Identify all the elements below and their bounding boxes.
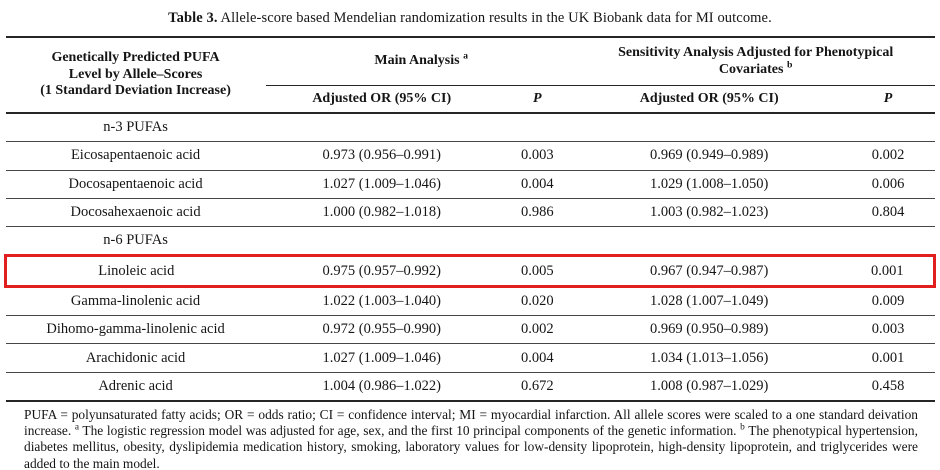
table-header: Genetically Predicted PUFA Level by Allel…	[5, 37, 935, 114]
footnote-text: The phenotypical hypertension, diabetes …	[24, 423, 918, 470]
footnote-marker: b	[740, 422, 745, 433]
column-header-pufa-level: Genetically Predicted PUFA Level by Allel…	[5, 37, 266, 114]
footnote-text: PUFA = polyunsaturated fatty acids; OR =…	[24, 406, 918, 439]
column-header-p-sensitivity: P	[841, 85, 935, 114]
p-sens-cell	[842, 113, 935, 142]
section-row: n-3 PUFAs	[6, 113, 935, 142]
p-main-cell: 0.672	[497, 371, 577, 401]
column-group-main-analysis: Main Analysis a	[265, 37, 577, 86]
or-main-cell: 1.004 (0.986–1.022)	[265, 371, 498, 401]
or-sens-cell: 0.969 (0.950–0.989)	[576, 315, 842, 344]
p-main-cell	[498, 113, 577, 142]
stub-header-line: Genetically Predicted PUFA	[51, 50, 220, 66]
p-sens-cell: 0.003	[841, 315, 935, 344]
pufa-name-cell: Linoleic acid	[3, 254, 266, 288]
table-footnote: PUFA = polyunsaturated fatty acids; OR =…	[24, 407, 918, 470]
table-caption-text: Allele-score based Mendelian randomizati…	[220, 10, 772, 26]
footnote-marker: a	[463, 50, 469, 62]
p-sens-cell: 0.804	[841, 197, 935, 227]
or-sens-cell: 1.034 (1.013–1.056)	[576, 343, 842, 373]
p-main-cell: 0.003	[497, 141, 577, 171]
or-sens-cell: 1.003 (0.982–1.023)	[576, 197, 842, 227]
table-caption-number: Table 3.	[168, 10, 218, 26]
footnote-marker: b	[786, 58, 793, 70]
p-main-cell: 0.020	[497, 285, 577, 316]
pufa-name-cell: n-3 PUFAs	[103, 119, 168, 136]
or-main-cell: 0.972 (0.955–0.990)	[265, 315, 498, 344]
pufa-name-cell: n-6 PUFAs	[5, 226, 266, 256]
section-row: n-6 PUFAs	[5, 226, 935, 256]
p-main-cell	[497, 226, 577, 256]
sub-header-row: Adjusted OR (95% CI) P Adjusted OR (95% …	[6, 85, 935, 114]
or-main-cell: 1.022 (1.003–1.040)	[265, 285, 498, 316]
p-main-cell: 0.005	[497, 254, 577, 288]
pufa-name-cell: Gamma-linolenic acid	[5, 285, 266, 316]
or-main-cell	[266, 113, 498, 142]
group-header-row: Genetically Predicted PUFA Level by Allel…	[5, 37, 935, 114]
mendelian-randomization-table: Genetically Predicted PUFA Level by Allel…	[3, 36, 936, 402]
table-caption: Table 3. Allele-score based Mendelian ra…	[0, 0, 940, 27]
table-row: Adrenic acid 1.004 (0.986–1.022) 0.672 1.00…	[5, 371, 935, 401]
table-row: Linoleic acid 0.975 (0.957–0.992) 0.005 0.9…	[3, 254, 936, 288]
pufa-name-cell: Docosahexaenoic acid	[5, 197, 266, 227]
pufa-name-cell: Dihomo-gamma-linolenic acid	[5, 315, 266, 344]
pufa-name-cell: Arachidonic acid	[5, 343, 266, 373]
stub-header-line: Level by Allele–Scores	[68, 66, 203, 82]
column-group-sensitivity-analysis: Sensitivity Analysis Adjusted for Phenot…	[576, 37, 935, 86]
pufa-name-cell: Eicosapentaenoic acid	[5, 141, 266, 171]
p-sens-cell: 0.006	[841, 169, 935, 199]
or-sens-cell: 1.029 (1.008–1.050)	[576, 169, 842, 199]
or-sens-cell: 0.969 (0.949–0.989)	[576, 141, 842, 171]
p-sens-cell	[841, 226, 935, 256]
p-main-cell: 0.004	[497, 169, 577, 199]
or-main-cell: 0.975 (0.957–0.992)	[265, 254, 498, 288]
p-main-cell: 0.002	[497, 315, 577, 344]
table-row: Gamma-linolenic acid 1.022 (1.003–1.040) 0…	[5, 285, 935, 316]
or-sens-cell: 1.008 (0.987–1.029)	[576, 371, 842, 401]
footnote-text: The logistic regression model was adjust…	[79, 423, 741, 439]
footnote-marker: a	[74, 422, 80, 433]
or-sens-cell	[577, 113, 842, 142]
or-main-cell: 0.973 (0.956–0.991)	[265, 141, 498, 171]
or-sens-cell: 1.028 (1.007–1.049)	[576, 285, 842, 316]
p-sens-cell: 0.001	[841, 254, 936, 288]
table-body: n-3 PUFAs Eicosapentaenoic acid 0.973 (0.9…	[3, 113, 936, 401]
table-row: Arachidonic acid 1.027 (1.009–1.046) 0.004…	[5, 343, 935, 373]
table-row: Docosapentaenoic acid 1.027 (1.009–1.046)…	[5, 169, 935, 199]
column-header-p-main: P	[497, 85, 577, 114]
pufa-name-cell: Docosapentaenoic acid	[5, 169, 266, 199]
or-main-cell: 1.000 (0.982–1.018)	[265, 197, 498, 227]
pufa-name-cell: Adrenic acid	[5, 371, 266, 401]
column-header-or-sensitivity: Adjusted OR (95% CI)	[576, 85, 842, 114]
table-row: Eicosapentaenoic acid 0.973 (0.956–0.991)…	[5, 141, 935, 171]
or-main-cell: 1.027 (1.009–1.046)	[265, 169, 498, 199]
p-sens-cell: 0.002	[841, 141, 935, 171]
table-row: Docosahexaenoic acid 1.000 (0.982–1.018) 0…	[5, 197, 935, 227]
p-sens-cell: 0.009	[841, 285, 935, 316]
or-main-cell	[265, 226, 498, 256]
stub-header-line: (1 Standard Deviation Increase)	[40, 83, 231, 99]
or-sens-cell	[576, 226, 842, 256]
p-sens-cell: 0.001	[841, 343, 935, 373]
or-sens-cell: 0.967 (0.947–0.987)	[576, 254, 842, 288]
or-main-cell: 1.027 (1.009–1.046)	[265, 343, 498, 373]
p-sens-cell: 0.458	[841, 371, 935, 401]
p-main-cell: 0.986	[497, 197, 577, 227]
p-main-cell: 0.004	[497, 343, 577, 373]
column-header-or-main: Adjusted OR (95% CI)	[265, 85, 498, 114]
table-row: Dihomo-gamma-linolenic acid 0.972 (0.955–…	[5, 315, 935, 344]
